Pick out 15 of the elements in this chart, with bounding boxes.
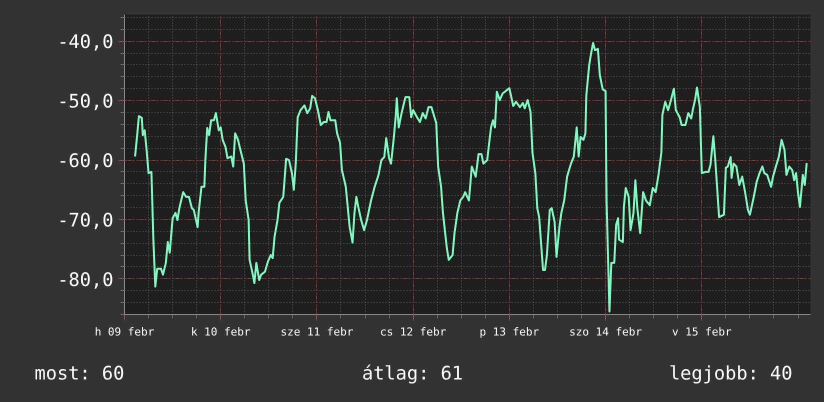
x-tick-label: sze 11 febr: [280, 326, 354, 338]
y-tick-label: -60,0: [57, 151, 114, 172]
x-tick-label: cs 12 febr: [380, 326, 447, 338]
x-tick-label: szo 14 febr: [569, 326, 642, 338]
y-tick-label: -50,0: [57, 92, 114, 113]
text: legjobb: 40: [668, 364, 793, 384]
y-tick-label: -70,0: [57, 210, 114, 232]
x-tick-label: k 10 febr: [190, 326, 251, 338]
text: átlag: 61: [362, 364, 464, 384]
y-tick-label: -40,0: [57, 32, 114, 54]
text: most: 60: [34, 364, 124, 384]
x-tick-label: v 15 febr: [672, 326, 732, 338]
x-tick-label: h 09 febr: [94, 326, 155, 338]
x-tick-label: p 13 febr: [480, 326, 540, 338]
y-tick-label: -80,0: [57, 270, 114, 291]
